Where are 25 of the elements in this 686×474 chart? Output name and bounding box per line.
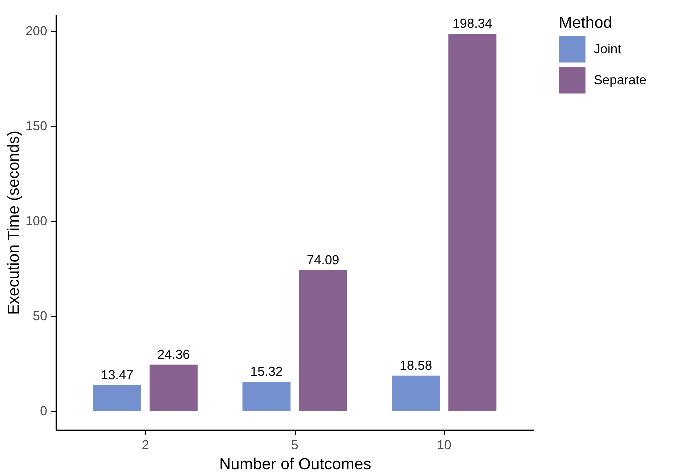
- data-label: 74.09: [306, 252, 340, 268]
- y-tick-label: 200: [26, 23, 48, 38]
- bar: [299, 270, 348, 412]
- x-tick-label: 10: [437, 438, 452, 452]
- y-axis-title: Execution Time (seconds): [6, 130, 23, 316]
- bar: [448, 34, 497, 412]
- bar: [150, 364, 198, 412]
- data-label: 18.58: [400, 358, 432, 373]
- legend-label: Joint: [594, 42, 622, 56]
- legend-label: Separate: [594, 72, 647, 88]
- y-tick-label: 50: [33, 308, 48, 324]
- bar: [242, 382, 291, 412]
- x-tick-label: 5: [291, 438, 299, 452]
- bar: [392, 376, 440, 412]
- data-label: 198.34: [452, 16, 493, 31]
- y-tick-label: 150: [26, 118, 48, 134]
- x-tick-label: 2: [142, 438, 150, 452]
- y-tick-label: 0: [40, 404, 48, 419]
- x-axis-title: Number of Outcomes: [219, 456, 372, 474]
- data-label: 24.36: [158, 346, 190, 362]
- bar: [93, 386, 142, 412]
- y-tick-label: 100: [26, 213, 48, 228]
- legend-title: Method: [559, 15, 612, 32]
- data-label: 15.32: [250, 364, 284, 380]
- data-label: 13.47: [101, 368, 134, 383]
